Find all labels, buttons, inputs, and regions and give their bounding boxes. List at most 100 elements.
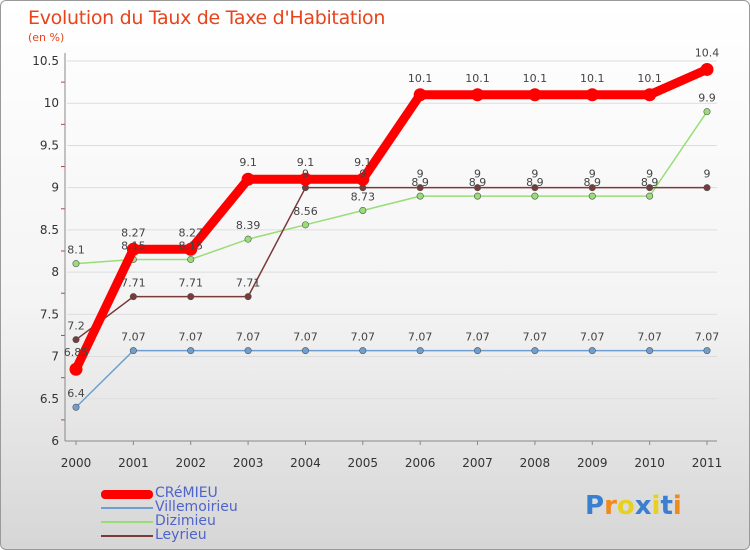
data-point — [474, 192, 482, 200]
data-label: 9.9 — [698, 92, 716, 105]
data-point — [588, 192, 596, 200]
logo-letter: r — [604, 491, 617, 521]
data-point — [187, 293, 195, 301]
data-point — [646, 192, 654, 200]
data-point — [471, 88, 485, 102]
y-tick-label: 10.5 — [32, 54, 59, 68]
y-tick-label: 8 — [51, 265, 59, 279]
data-label: 10.4 — [695, 46, 720, 59]
data-point — [531, 192, 539, 200]
data-point — [588, 347, 596, 355]
data-point — [301, 221, 309, 229]
data-label: 7.07 — [580, 331, 605, 344]
data-label: 7.2 — [67, 320, 85, 333]
x-tick-label: 2011 — [692, 456, 723, 470]
data-point — [416, 347, 424, 355]
data-label: 9 — [531, 168, 538, 181]
data-point — [474, 347, 482, 355]
data-point — [244, 235, 252, 243]
data-label: 7.07 — [465, 331, 490, 344]
data-label: 9 — [302, 168, 309, 181]
series-line-crmieu — [71, 64, 712, 374]
y-axis-unit: (en %) — [28, 31, 65, 44]
legend-label: Villemoirieu — [155, 499, 238, 515]
data-point — [298, 172, 312, 186]
data-label: 10.1 — [580, 72, 605, 85]
y-tick-label: 6 — [51, 434, 59, 448]
logo-letter: i — [672, 491, 682, 521]
data-point — [129, 347, 137, 355]
data-point — [241, 172, 255, 186]
y-tick-label: 8.5 — [40, 223, 59, 237]
data-label: 7.71 — [236, 277, 261, 290]
data-point — [646, 347, 654, 355]
x-tick-label: 2005 — [348, 456, 379, 470]
y-tick-label: 7.5 — [40, 307, 59, 321]
data-point — [700, 62, 714, 76]
data-point — [703, 184, 711, 192]
data-point — [301, 347, 309, 355]
data-label: 7.07 — [523, 331, 548, 344]
data-point — [588, 184, 596, 192]
legend-item: CRéMIEU — [101, 485, 301, 501]
data-label: 7.07 — [121, 331, 146, 344]
data-label: 8.27 — [178, 226, 203, 239]
data-point — [531, 347, 539, 355]
x-tick-label: 2009 — [577, 456, 608, 470]
legend-swatch — [101, 521, 153, 523]
data-label: 7.07 — [351, 331, 376, 344]
y-tick-label: 9 — [51, 181, 59, 195]
legend-label: Dizimieu — [155, 513, 216, 529]
data-label: 7.07 — [695, 331, 720, 344]
y-tick-label: 6.5 — [40, 392, 59, 406]
data-point — [126, 242, 140, 256]
data-label: 7.07 — [637, 331, 662, 344]
logo-letter: o — [616, 491, 635, 521]
logo-letter: P — [585, 491, 605, 521]
x-tick-label: 2004 — [290, 456, 321, 470]
data-point — [359, 347, 367, 355]
logo-letter: x — [634, 491, 652, 521]
x-tick-label: 2010 — [634, 456, 665, 470]
data-label: 9 — [474, 168, 481, 181]
data-label: 6.4 — [67, 387, 85, 400]
y-tick-label: 7 — [51, 350, 59, 364]
data-label: 8.1 — [67, 244, 85, 257]
legend-item: Villemoirieu — [101, 499, 301, 515]
data-label: 6.85 — [64, 346, 89, 359]
data-point — [244, 347, 252, 355]
data-label: 7.07 — [293, 331, 318, 344]
data-point — [72, 403, 80, 411]
data-label: 8.9 — [641, 176, 659, 189]
data-label: 9.1 — [297, 156, 315, 169]
data-point — [129, 293, 137, 301]
data-label: 9 — [359, 168, 366, 181]
data-point — [416, 184, 424, 192]
data-label: 7.07 — [408, 331, 433, 344]
chart-title: Evolution du Taux de Taxe d'Habitation — [28, 7, 386, 29]
data-point — [474, 184, 482, 192]
logo-letter: t — [660, 491, 673, 521]
data-point — [416, 192, 424, 200]
y-tick-label: 9.5 — [40, 138, 59, 152]
data-label: 8.15 — [178, 239, 203, 252]
legend-swatch — [101, 507, 153, 509]
data-label: 9 — [417, 168, 424, 181]
data-point — [413, 88, 427, 102]
data-point — [356, 172, 370, 186]
x-tick-label: 2001 — [118, 456, 149, 470]
series-line-dizimieu — [75, 110, 708, 265]
data-label: 7.07 — [178, 331, 203, 344]
x-tick-label: 2008 — [520, 456, 551, 470]
data-point — [69, 362, 83, 376]
proxiti-logo: Proxiti — [585, 491, 682, 521]
x-tick-label: 2002 — [175, 456, 206, 470]
y-tick-label: 10 — [44, 96, 59, 110]
data-point — [244, 293, 252, 301]
data-point — [72, 260, 80, 268]
data-label: 8.27 — [121, 226, 146, 239]
data-label: 8.9 — [411, 176, 429, 189]
data-label: 10.1 — [408, 72, 433, 85]
data-label: 10.1 — [637, 72, 662, 85]
